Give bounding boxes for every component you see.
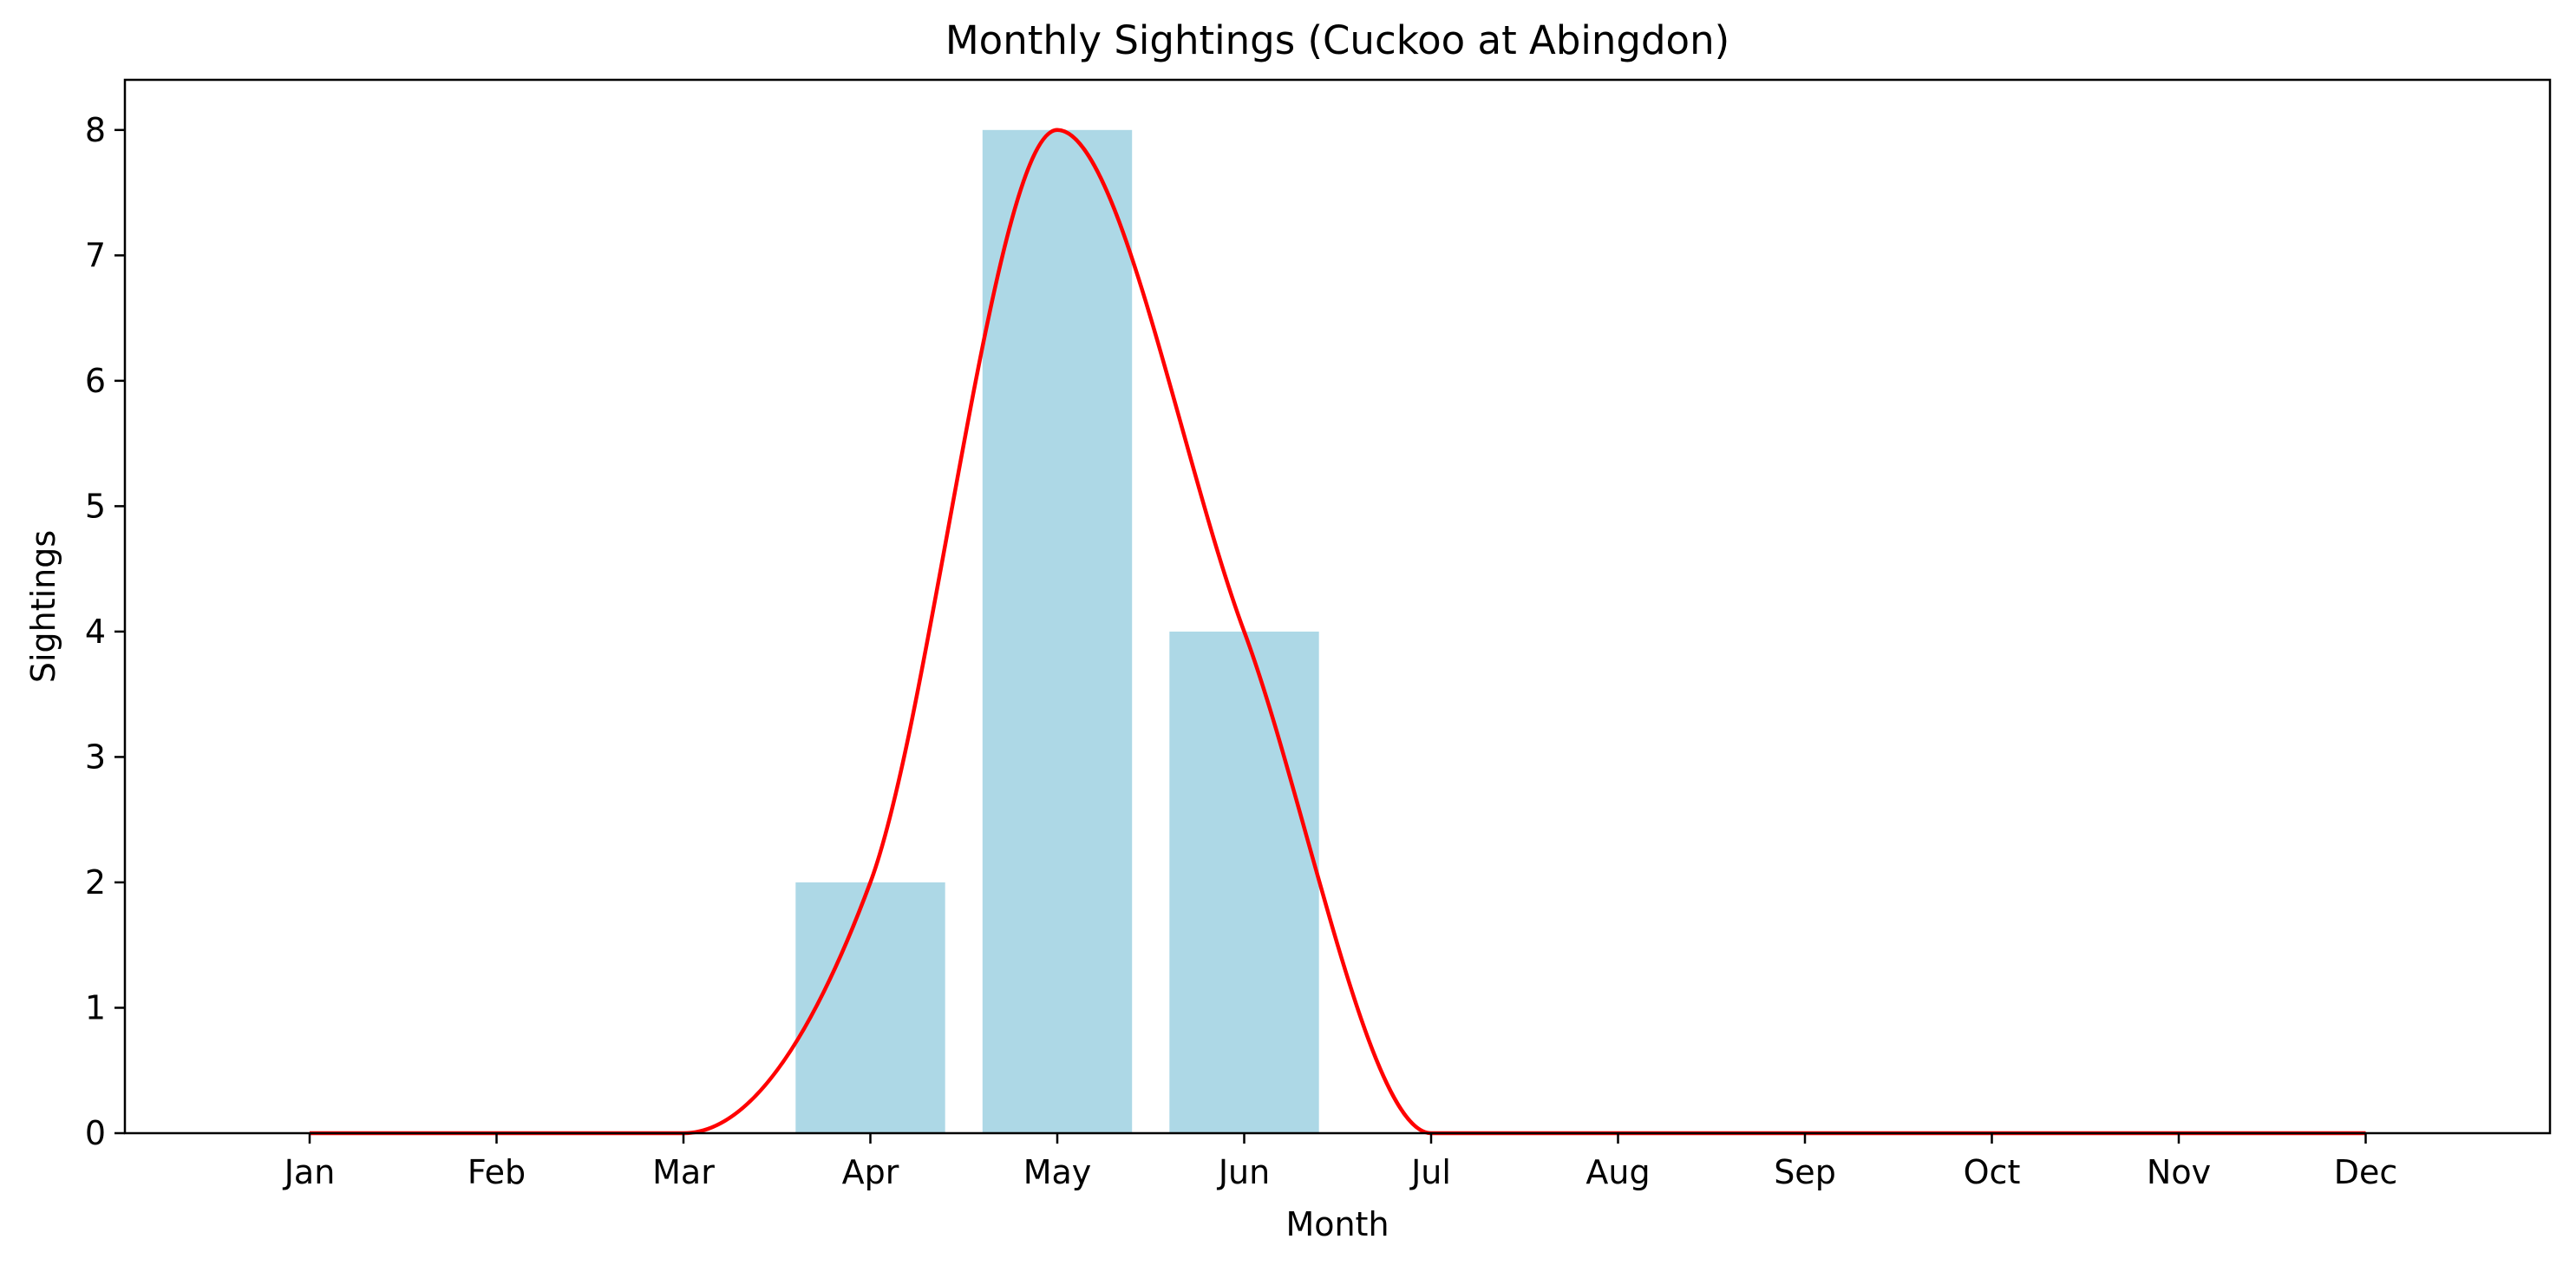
y-axis-label: Sightings (24, 530, 62, 683)
x-tick-label: May (1023, 1153, 1092, 1191)
y-tick-label: 4 (85, 613, 106, 651)
y-tick-label: 6 (85, 362, 106, 400)
bar-apr (795, 882, 945, 1133)
x-tick-label: Jul (1409, 1153, 1451, 1191)
trend-line-group (310, 128, 2366, 1136)
x-tick-label: Mar (652, 1153, 715, 1191)
y-tick-label: 3 (85, 738, 106, 776)
x-tick-label: Jan (283, 1153, 336, 1191)
y-tick-label: 1 (85, 988, 106, 1026)
y-axis-ticks: 0 1 2 3 4 5 6 7 8 (85, 111, 125, 1152)
x-axis-ticks: Jan Feb Mar Apr May Jun Jul Aug Sep Oct Nov Dec (283, 1133, 2398, 1191)
y-tick-label: 5 (85, 487, 106, 525)
trend-line (310, 128, 2366, 1136)
x-tick-label: Nov (2147, 1153, 2211, 1191)
x-tick-label: Oct (1964, 1153, 2021, 1191)
x-tick-label: Dec (2334, 1153, 2398, 1191)
x-tick-label: Apr (842, 1153, 899, 1191)
y-tick-label: 8 (85, 111, 106, 149)
y-tick-label: 7 (85, 236, 106, 274)
chart-title: Monthly Sightings (Cuckoo at Abingdon) (945, 17, 1729, 63)
y-tick-label: 2 (85, 863, 106, 902)
x-axis-label: Month (1285, 1205, 1389, 1243)
x-tick-label: Sep (1774, 1153, 1836, 1191)
bar-may (982, 129, 1133, 1133)
x-tick-label: Jun (1217, 1153, 1270, 1191)
x-tick-label: Feb (467, 1153, 526, 1191)
plot-frame (123, 78, 2552, 1135)
bars-group (795, 129, 1319, 1133)
x-tick-label: Aug (1585, 1153, 1650, 1191)
y-tick-label: 0 (85, 1114, 106, 1152)
bar-jun (1169, 631, 1319, 1133)
